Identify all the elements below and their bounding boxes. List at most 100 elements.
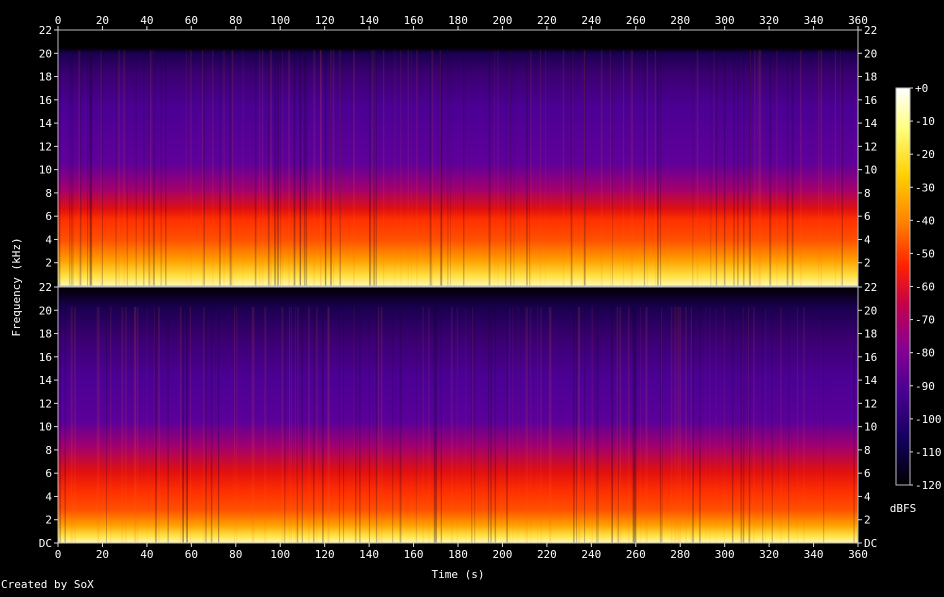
y-tick-label-right: 4 xyxy=(864,490,871,503)
colorbar-tick-label: -50 xyxy=(915,247,935,260)
colorbar-tick-label: +0 xyxy=(915,82,928,95)
y-tick-label-right: 12 xyxy=(864,397,877,410)
colorbar-tick-label: -70 xyxy=(915,314,935,327)
colorbar-tick-label: -90 xyxy=(915,380,935,393)
colorbar-tick-label: -80 xyxy=(915,347,935,360)
y-tick-label-left: 2 xyxy=(45,514,52,527)
y-tick-label-right: 2 xyxy=(864,514,871,527)
credit-text: Created by SoX xyxy=(1,578,94,591)
y-tick-label-right: 12 xyxy=(864,140,877,153)
y-tick-label-right: 10 xyxy=(864,164,877,177)
y-tick-label-right: 22 xyxy=(864,281,877,294)
colorbar-tick-label: -10 xyxy=(915,115,935,128)
x-tick-label-bottom: 160 xyxy=(404,548,424,561)
y-tick-label-left: 4 xyxy=(45,233,52,246)
x-axis-label: Time (s) xyxy=(432,568,485,581)
y-tick-label-right: 14 xyxy=(864,374,878,387)
y-tick-label-left: 10 xyxy=(39,421,52,434)
x-tick-label-top: 60 xyxy=(185,14,198,27)
y-tick-label-left: 14 xyxy=(39,117,53,130)
y-tick-label-left: 6 xyxy=(45,467,52,480)
x-tick-label-bottom: 300 xyxy=(715,548,735,561)
y-tick-label-right: 22 xyxy=(864,24,877,37)
y-tick-label-right: 20 xyxy=(864,47,877,60)
y-tick-label-left: 22 xyxy=(39,281,52,294)
channel-1-spectrogram xyxy=(58,30,858,286)
x-tick-label-bottom: 80 xyxy=(229,548,242,561)
x-tick-label-bottom: 100 xyxy=(270,548,290,561)
x-tick-label-top: 200 xyxy=(493,14,513,27)
y-tick-label-left: DC xyxy=(39,537,52,550)
colorbar-tick-label: -110 xyxy=(915,446,942,459)
y-tick-label-right: 16 xyxy=(864,94,877,107)
x-tick-label-bottom: 0 xyxy=(55,548,62,561)
colorbar-label: dBFS xyxy=(890,502,917,515)
colorbar-tick-label: -60 xyxy=(915,281,935,294)
colorbar-tick-label: -30 xyxy=(915,181,935,194)
y-axis-label: Frequency (kHz) xyxy=(10,237,23,336)
x-tick-label-top: 100 xyxy=(270,14,290,27)
x-tick-label-bottom: 40 xyxy=(140,548,153,561)
x-tick-label-bottom: 200 xyxy=(493,548,513,561)
x-tick-label-top: 160 xyxy=(404,14,424,27)
y-tick-label-left: 4 xyxy=(45,490,52,503)
y-tick-label-right: 20 xyxy=(864,304,877,317)
x-tick-label-bottom: 260 xyxy=(626,548,646,561)
y-tick-label-left: 10 xyxy=(39,164,52,177)
x-tick-label-bottom: 220 xyxy=(537,548,557,561)
x-tick-label-top: 40 xyxy=(140,14,153,27)
colorbar-tick-label: -120 xyxy=(915,479,942,492)
x-tick-label-top: 80 xyxy=(229,14,242,27)
x-tick-label-bottom: 240 xyxy=(581,548,601,561)
y-tick-label-right: 10 xyxy=(864,421,877,434)
x-tick-label-top: 320 xyxy=(759,14,779,27)
colorbar-tick-label: -100 xyxy=(915,413,942,426)
x-tick-label-bottom: 340 xyxy=(804,548,824,561)
y-tick-label-right: DC xyxy=(864,537,877,550)
x-tick-label-top: 180 xyxy=(448,14,468,27)
y-tick-label-left: 22 xyxy=(39,24,52,37)
y-tick-label-left: 8 xyxy=(45,444,52,457)
y-tick-label-left: 12 xyxy=(39,140,52,153)
x-tick-label-bottom: 60 xyxy=(185,548,198,561)
y-tick-label-right: 4 xyxy=(864,233,871,246)
x-tick-label-top: 140 xyxy=(359,14,379,27)
x-tick-label-top: 360 xyxy=(848,14,868,27)
x-tick-label-bottom: 280 xyxy=(670,548,690,561)
y-tick-label-left: 6 xyxy=(45,210,52,223)
x-tick-label-top: 20 xyxy=(96,14,109,27)
y-tick-label-right: 18 xyxy=(864,71,877,84)
x-tick-label-bottom: 320 xyxy=(759,548,779,561)
x-tick-label-top: 120 xyxy=(315,14,335,27)
y-tick-label-left: 12 xyxy=(39,397,52,410)
x-tick-label-bottom: 20 xyxy=(96,548,109,561)
y-tick-label-left: 2 xyxy=(45,257,52,270)
y-tick-label-left: 18 xyxy=(39,71,52,84)
x-tick-label-top: 300 xyxy=(715,14,735,27)
x-tick-label-top: 240 xyxy=(581,14,601,27)
colorbar-tick-label: -20 xyxy=(915,148,935,161)
x-tick-label-top: 0 xyxy=(55,14,62,27)
y-tick-label-right: 14 xyxy=(864,117,878,130)
y-tick-label-right: 8 xyxy=(864,444,871,457)
y-tick-label-right: 8 xyxy=(864,187,871,200)
x-tick-label-top: 340 xyxy=(804,14,824,27)
y-tick-label-right: 2 xyxy=(864,257,871,270)
y-tick-label-right: 16 xyxy=(864,351,877,364)
y-tick-label-left: 16 xyxy=(39,94,52,107)
x-tick-label-bottom: 180 xyxy=(448,548,468,561)
channel-2-spectrogram xyxy=(58,287,858,543)
y-tick-label-left: 8 xyxy=(45,187,52,200)
y-tick-label-right: 18 xyxy=(864,328,877,341)
x-tick-label-top: 220 xyxy=(537,14,557,27)
x-tick-label-bottom: 360 xyxy=(848,548,868,561)
x-tick-label-top: 280 xyxy=(670,14,690,27)
x-tick-label-bottom: 140 xyxy=(359,548,379,561)
y-tick-label-right: 6 xyxy=(864,467,871,480)
y-tick-label-left: 18 xyxy=(39,328,52,341)
x-tick-label-bottom: 120 xyxy=(315,548,335,561)
y-tick-label-left: 16 xyxy=(39,351,52,364)
y-tick-label-right: 6 xyxy=(864,210,871,223)
